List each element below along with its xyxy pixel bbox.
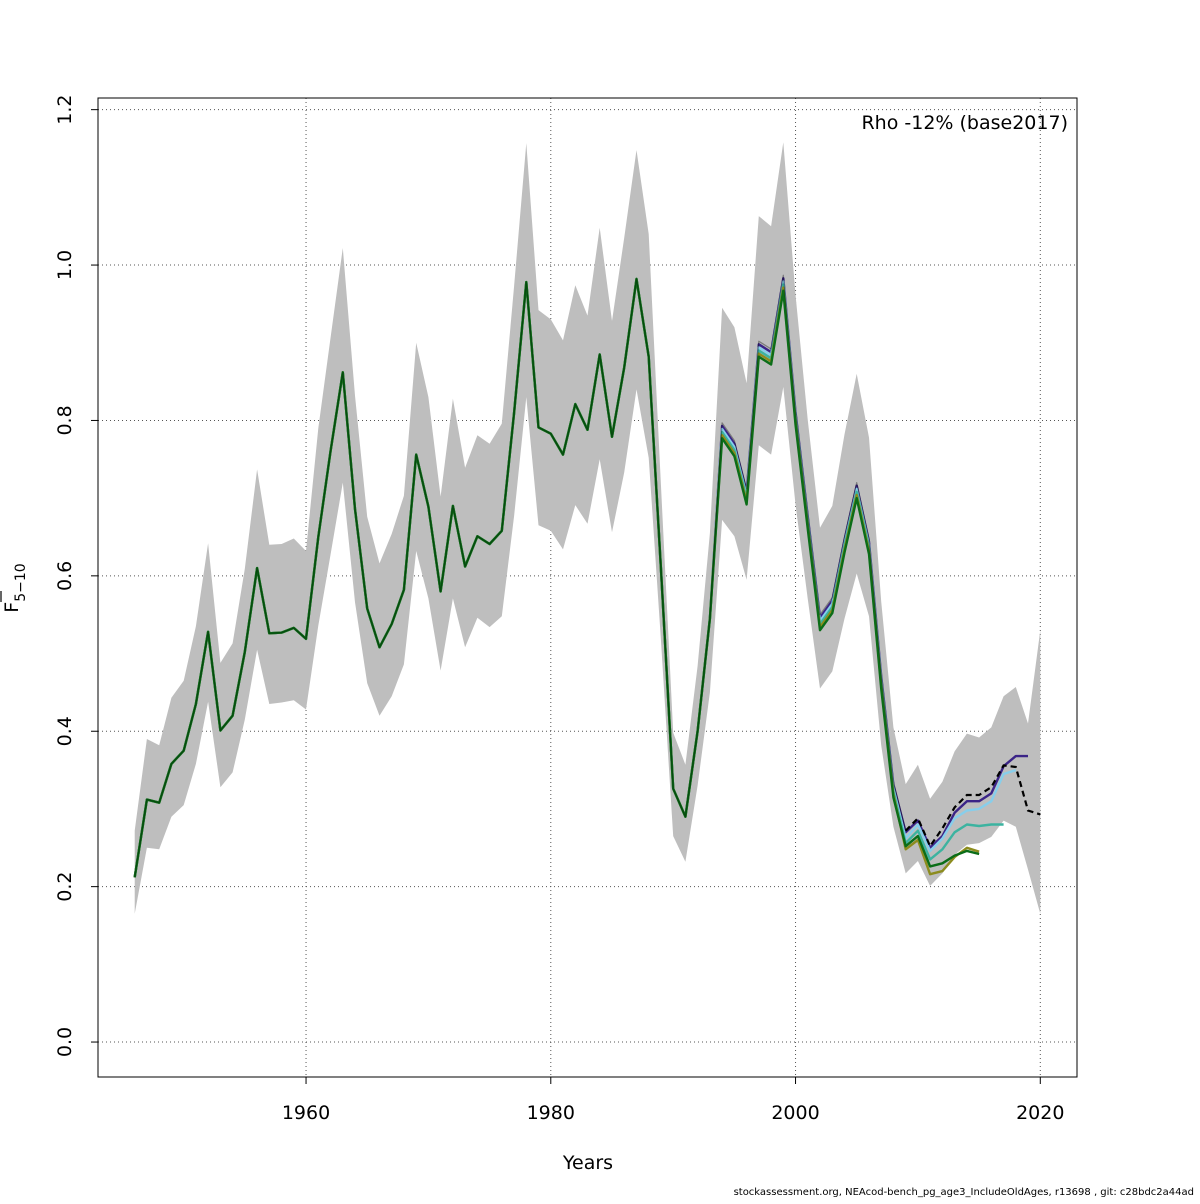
y-tick-label: 0.4 bbox=[54, 716, 76, 746]
x-tick-label: 2000 bbox=[771, 1102, 819, 1124]
y-axis-label-subscript: 5−10 bbox=[13, 563, 29, 601]
base-line-solid bbox=[134, 274, 907, 878]
x-axis: 1960 1980 2000 2020 bbox=[282, 1076, 1064, 1124]
y-axis-label-main: F bbox=[1, 602, 23, 613]
footer-credit: stockassessment.org, NEAcod-bench_pg_age… bbox=[733, 1187, 1194, 1198]
y-tick-label: 1.2 bbox=[54, 95, 76, 125]
confidence-band bbox=[134, 142, 1041, 914]
x-tick-label: 1980 bbox=[527, 1102, 575, 1124]
y-axis: 0.0 0.2 0.4 0.6 0.8 1.0 1.2 bbox=[54, 95, 99, 1057]
base-line-dashed bbox=[904, 764, 1041, 849]
peel-line bbox=[133, 277, 980, 878]
confidence-band-area bbox=[134, 142, 1041, 914]
rho-annotation: Rho -12% (base2017) bbox=[861, 112, 1068, 134]
y-tick-label: 1.0 bbox=[54, 250, 76, 280]
svg-text:F5−10: F5−10 bbox=[1, 563, 29, 612]
y-tick-label: 0.8 bbox=[54, 405, 76, 435]
y-tick-label: 0.6 bbox=[54, 561, 76, 591]
x-tick-label: 2020 bbox=[1016, 1102, 1064, 1124]
y-tick-label: 0.0 bbox=[54, 1027, 76, 1057]
y-axis-label: F5−10 bbox=[0, 563, 29, 613]
x-axis-label: Years bbox=[562, 1152, 613, 1174]
y-tick-label: 0.2 bbox=[54, 872, 76, 902]
x-tick-label: 1960 bbox=[282, 1102, 330, 1124]
series-lines bbox=[133, 274, 1041, 878]
